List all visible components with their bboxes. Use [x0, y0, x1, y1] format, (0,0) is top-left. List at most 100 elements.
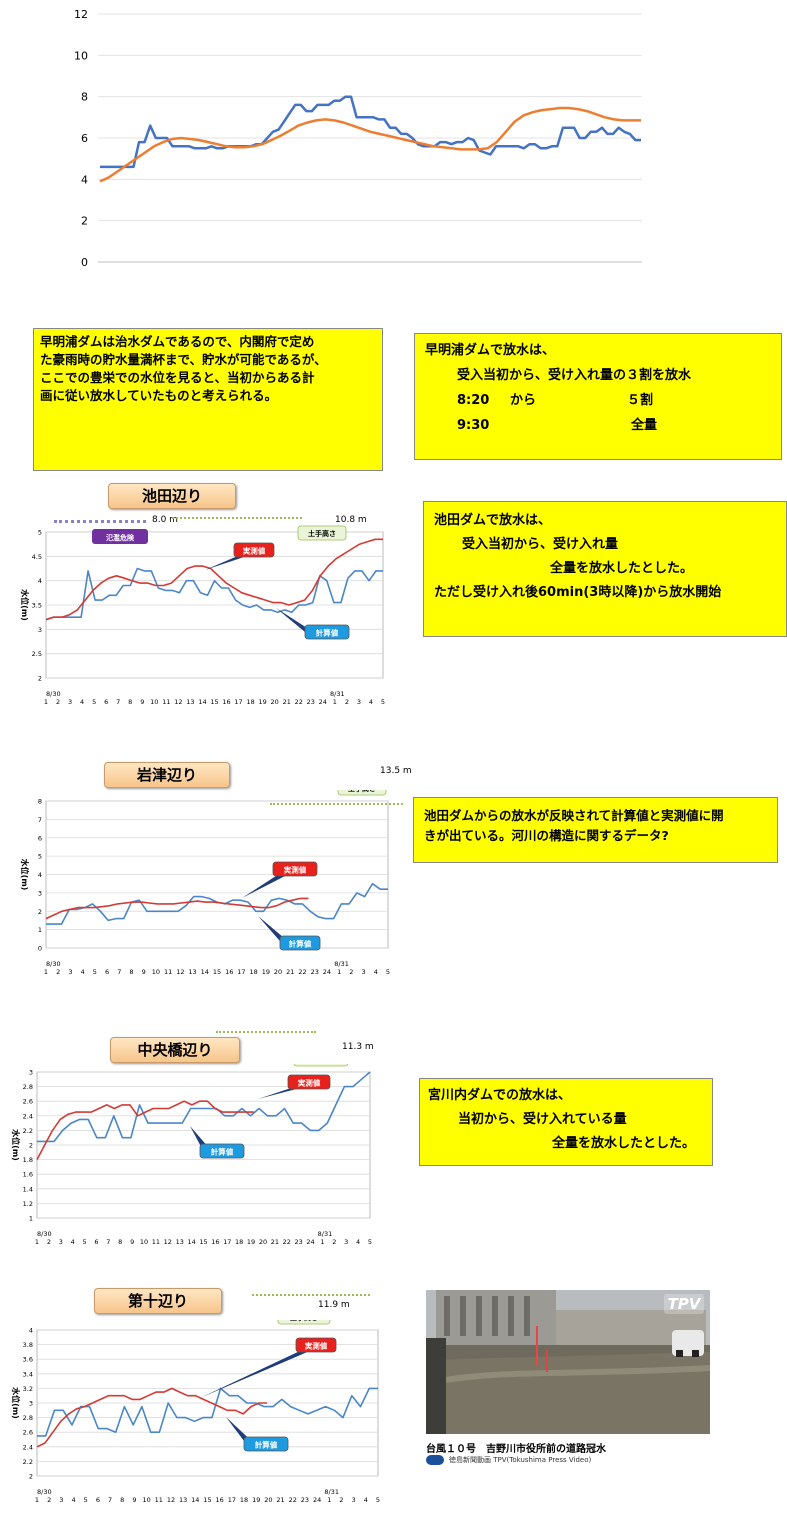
hayaakiura-note: 早明浦ダムは治水ダムであるので、内閣府で定め た豪雨時の貯水量満杯まで、貯水が可…: [33, 328, 383, 471]
x-tick-label: 6: [104, 698, 108, 706]
measured-series-line: [45, 897, 309, 920]
x-tick-label: 21: [271, 1238, 279, 1244]
y-tick-label: 6: [81, 132, 88, 145]
x-tick-label: 6: [96, 1496, 100, 1504]
ikeda-danger-value: 8.0 m: [152, 515, 178, 525]
x-tick-label: 24: [313, 1496, 321, 1504]
x-tick-label: 7: [108, 1496, 112, 1504]
x-tick-label: 2: [56, 968, 60, 976]
top-chart: 0 2 4 6 8 10 12: [74, 8, 642, 269]
flood-danger-tag: [92, 529, 148, 544]
y-tick-label: 2.8: [23, 1083, 33, 1091]
calculated-callout: [304, 624, 350, 640]
x-tick-label: 20: [274, 968, 282, 976]
x-tick-label: 7: [116, 698, 120, 706]
chuo-title: 中央橋辺り: [110, 1037, 240, 1063]
x-tick-label: 19: [247, 1238, 255, 1244]
measured-callout-label: 実測値: [243, 546, 266, 556]
x-tick-label: 5: [84, 1496, 88, 1504]
y-tick-label: 2: [81, 215, 88, 228]
x-tick-label: 13: [188, 968, 196, 976]
x-tick-label: 1: [333, 698, 337, 706]
y-tick-label: 3.2: [23, 1385, 33, 1393]
x-tick-label: 18: [240, 1496, 248, 1504]
y-tick-label: 3: [38, 889, 42, 897]
y-tick-label: 4: [81, 173, 88, 186]
photo-caption: 台風１０号 吉野川市役所前の道路冠水: [426, 1444, 606, 1455]
calculated-callout: [279, 935, 321, 951]
levee-tag: [277, 1320, 331, 1325]
date-label-end: 8/31: [318, 1230, 333, 1238]
date-label-start: 8/30: [46, 690, 61, 698]
x-tick-label: 6: [105, 968, 109, 976]
y-axis-label: 水位(m): [20, 588, 30, 621]
x-tick-label: 9: [132, 1496, 136, 1504]
x-tick-label: 8: [120, 1496, 124, 1504]
x-tick-label: 9: [140, 698, 144, 706]
x-tick-label: 19: [252, 1496, 260, 1504]
y-tick-label: 1.6: [23, 1171, 33, 1179]
levee-tag: [293, 1064, 349, 1067]
y-tick-label: 2.4: [23, 1112, 33, 1120]
chuo-levee-value: 11.3 m: [342, 1042, 374, 1052]
chuo-levee-line: [216, 1031, 316, 1033]
ikeda-title: 池田辺り: [108, 483, 236, 509]
y-tick-label: 3: [38, 626, 42, 634]
x-tick-label: 17: [228, 1496, 236, 1504]
y-tick-label: 1.8: [23, 1156, 33, 1164]
x-tick-label: 5: [93, 968, 97, 976]
levee-tag-label: 土手高さ: [308, 529, 336, 538]
x-tick-label: 18: [235, 1238, 243, 1244]
x-tick-label: 15: [213, 968, 221, 976]
calculated-callout: [243, 1436, 289, 1452]
levee-tag-label: 土手高さ: [290, 1320, 318, 1322]
y-tick-label: 3: [29, 1069, 33, 1077]
x-tick-label: 11: [162, 698, 170, 706]
x-tick-label: 15: [203, 1496, 211, 1504]
x-tick-label: 9: [130, 1238, 134, 1244]
measured-series-line: [45, 538, 383, 621]
x-tick-label: 18: [246, 698, 254, 706]
date-label-end: 8/31: [324, 1488, 339, 1496]
y-axis-label: 水位(m): [20, 858, 30, 891]
x-tick-label: 7: [117, 968, 121, 976]
y-tick-label: 4: [38, 871, 42, 879]
daijyu-levee-value: 11.9 m: [318, 1300, 350, 1310]
calculated-callout-label: 計算値: [211, 1147, 234, 1157]
y-tick-label: 2.2: [23, 1458, 33, 1466]
x-tick-label: 10: [152, 968, 160, 976]
y-tick-label: 1.4: [23, 1185, 33, 1193]
ikeda-levee-value: 10.8 m: [335, 515, 367, 525]
y-tick-label: 5: [38, 529, 42, 537]
measured-callout-pointer: [242, 874, 289, 898]
photo-credit: 徳島新聞動画 TPV(Tokushima Press Video): [449, 1456, 592, 1464]
x-tick-label: 10: [150, 698, 158, 706]
x-tick-label: 1: [44, 968, 48, 976]
x-tick-label: 1: [337, 968, 341, 976]
x-tick-label: 14: [187, 1238, 195, 1244]
x-tick-label: 3: [352, 1496, 356, 1504]
y-tick-label: 12: [74, 8, 88, 21]
x-tick-label: 12: [167, 1496, 175, 1504]
flood-photo: TPV: [426, 1290, 710, 1434]
measured-series-line: [36, 1387, 267, 1448]
x-tick-label: 3: [357, 698, 361, 706]
x-tick-label: 12: [174, 698, 182, 706]
y-tick-label: 3.6: [23, 1356, 33, 1364]
x-tick-label: 1: [327, 1496, 331, 1504]
measured-callout: [272, 861, 318, 877]
x-tick-label: 10: [142, 1496, 150, 1504]
x-tick-label: 14: [191, 1496, 199, 1504]
calculated-callout-label: 計算値: [316, 628, 339, 638]
date-label-start: 8/30: [37, 1230, 52, 1238]
x-tick-label: 18: [250, 968, 258, 976]
x-tick-label: 3: [344, 1238, 348, 1244]
x-tick-label: 20: [264, 1496, 272, 1504]
date-label-start: 8/30: [46, 960, 61, 968]
miyakawa-release-box: 宮川内ダムでの放水は、 当初から、受け入れている量 全量を放水したとした。: [419, 1078, 713, 1166]
x-tick-label: 5: [376, 1496, 380, 1504]
measured-callout-label: 実測値: [298, 1078, 321, 1088]
x-tick-label: 21: [276, 1496, 284, 1504]
y-tick-label: 8: [81, 91, 88, 104]
